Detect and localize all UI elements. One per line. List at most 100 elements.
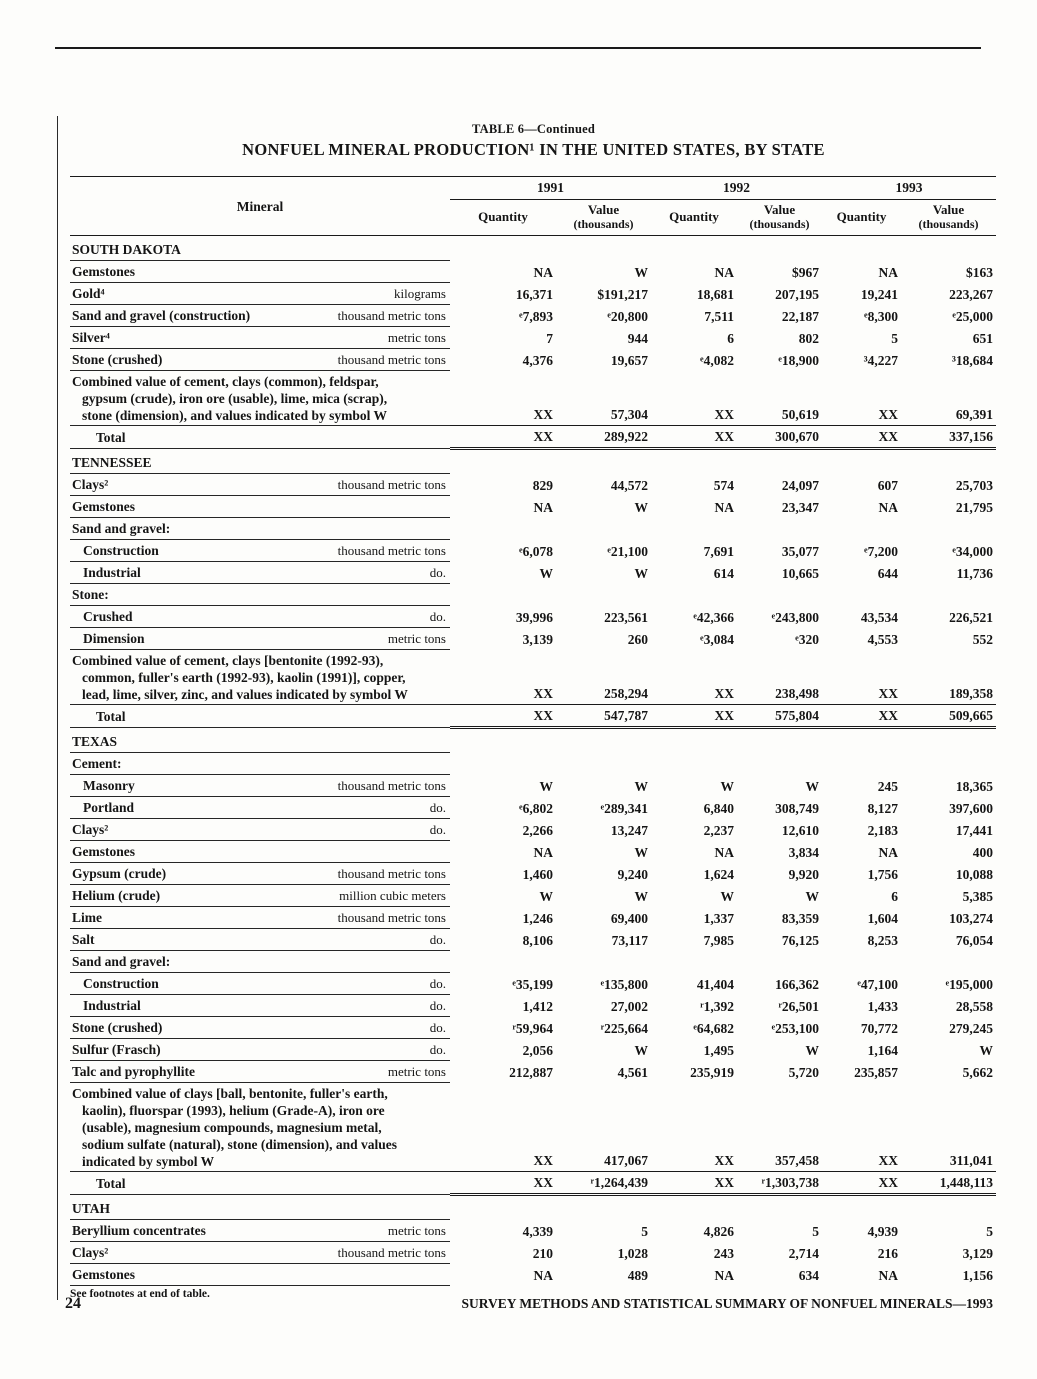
mineral-cell: Combined value of cement, clays [bentoni… xyxy=(70,649,450,705)
combined-label-line: stone (dimension), and values indicated … xyxy=(82,408,388,423)
mineral-cell: Lime thousand metric tons xyxy=(70,906,450,929)
mineral-label: Helium (crude) xyxy=(72,888,161,903)
value-cell: 7 xyxy=(546,330,553,346)
table-row-data: Sand and gravel (construction) thousand m… xyxy=(70,304,996,327)
unit-label: thousand metric tons xyxy=(337,910,446,925)
mineral-cell: Combined value of cement, clays (common)… xyxy=(70,370,450,426)
value-cell: XX xyxy=(450,1171,556,1196)
value-cell: ʳ1,392 xyxy=(700,998,734,1014)
value-cell: 574 xyxy=(713,477,734,493)
combined-label-line: kaolin), fluorspar (1993), helium (Grade… xyxy=(82,1103,385,1118)
empty-cell xyxy=(901,518,996,540)
value-cell: XX xyxy=(651,1171,737,1196)
mineral-cell: Gemstones xyxy=(70,840,450,863)
mineral-label: Construction xyxy=(83,543,159,558)
value-cell: NA xyxy=(533,844,554,860)
mineral-cell: Cement: xyxy=(70,752,450,775)
value-cell: 289,922 xyxy=(556,425,651,450)
table-row-data: Clays² thousand metric tons 210 1,028 243 2,7… xyxy=(70,1241,996,1264)
value-cell: ᵉ3,084 xyxy=(700,631,734,647)
table-row-data: Lime thousand metric tons 1,246 69,400 1,337… xyxy=(70,906,996,929)
value-cell: 944 xyxy=(627,330,648,346)
value-cell: 44,572 xyxy=(610,477,648,493)
mineral-label: Industrial xyxy=(83,998,141,1013)
empty-cell xyxy=(901,753,996,775)
value-cell: 509,665 xyxy=(901,704,996,729)
value-cell: $163 xyxy=(966,264,993,280)
combined-label-line: common, fuller's earth (1992-93), kaolin… xyxy=(82,670,406,685)
empty-cell xyxy=(450,951,556,973)
empty-cell xyxy=(737,753,822,775)
value-cell: XX xyxy=(714,686,735,701)
empty-cell xyxy=(901,951,996,973)
empty-cell xyxy=(651,728,737,753)
table-row-data: Beryllium concentrates metric tons 4,339 5 4… xyxy=(70,1219,996,1242)
value-cell: ᵉ320 xyxy=(795,631,819,647)
value-cell: ᵉ289,341 xyxy=(600,800,648,816)
mineral-label: Sulfur (Frasch) xyxy=(72,1042,161,1057)
value-cell: 5 xyxy=(986,1223,993,1239)
mineral-cell: Talc and pyrophyllite metric tons xyxy=(70,1060,450,1083)
value-cell: 7,511 xyxy=(704,308,734,324)
column-header-value-1991: Value (thousands) xyxy=(556,199,651,236)
unit-label: thousand metric tons xyxy=(337,778,446,793)
value-cell: ʳ1,303,738 xyxy=(737,1171,822,1196)
mineral-label: Beryllium concentrates xyxy=(72,1223,206,1238)
value-cell: W xyxy=(805,1042,820,1058)
value-cell: 27,002 xyxy=(610,998,648,1014)
value-cell: 337,156 xyxy=(901,425,996,450)
mineral-cell: Dimension metric tons xyxy=(70,627,450,650)
value-cell: ʳ225,664 xyxy=(600,1020,648,1036)
mineral-label: Silver⁴ xyxy=(72,330,110,345)
table-row-combined: Combined value of cement, clays [bentoni… xyxy=(70,649,996,705)
table-row-combined: Combined value of cement, clays (common)… xyxy=(70,370,996,426)
value-cell: 19,657 xyxy=(610,352,648,368)
table-row-data: Dimension metric tons 3,139 260 ᵉ3,084 ᵉ320 4,… xyxy=(70,627,996,650)
mineral-label: Dimension xyxy=(83,631,145,646)
value-cell: 245 xyxy=(877,778,898,794)
value-cell: 235,919 xyxy=(690,1064,734,1080)
mineral-cell: Industrial do. xyxy=(70,994,450,1017)
value-cell: 10,665 xyxy=(781,565,819,581)
value-cell: 50,619 xyxy=(781,407,819,422)
value-cell: 552 xyxy=(972,631,993,647)
value-cell: ᵉ35,199 xyxy=(512,976,553,992)
table-row-data: Crushed do. 39,996 223,561 ᵉ42,366 ᵉ243,800 43… xyxy=(70,605,996,628)
value-cell: 18,681 xyxy=(696,286,734,302)
mineral-label: SOUTH DAKOTA xyxy=(72,242,181,257)
value-cell: 22,187 xyxy=(781,308,819,324)
value-cell: 3,834 xyxy=(788,844,819,860)
mineral-label: Gemstones xyxy=(72,1267,135,1282)
mineral-cell: Sulfur (Frasch) do. xyxy=(70,1038,450,1061)
empty-cell xyxy=(450,236,556,261)
value-cell: 1,448,113 xyxy=(901,1171,996,1196)
mineral-cell: Total xyxy=(70,1171,450,1195)
value-cell: 43,534 xyxy=(860,609,898,625)
mineral-cell: Helium (crude) million cubic meters xyxy=(70,884,450,907)
combined-label-line: (usable), magnesium compounds, magnesium… xyxy=(82,1120,382,1135)
unit-label: kilograms xyxy=(394,286,446,301)
mineral-cell: Masonry thousand metric tons xyxy=(70,774,450,797)
value-cell: XX xyxy=(533,407,554,422)
empty-cell xyxy=(737,584,822,606)
table-row-section: TENNESSEE xyxy=(70,448,996,474)
value-cell: ᵉ18,900 xyxy=(778,352,819,368)
value-cell: 634 xyxy=(798,1267,819,1283)
value-cell: 17,441 xyxy=(955,822,993,838)
value-cell: XX xyxy=(450,425,556,450)
value-cell: 4,939 xyxy=(867,1223,898,1239)
mineral-label: Portland xyxy=(83,800,135,815)
value-cell: NA xyxy=(878,844,899,860)
value-cell: NA xyxy=(714,264,735,280)
value-cell: ᵉ7,893 xyxy=(519,308,553,324)
value-cell: 397,600 xyxy=(949,800,993,816)
value-cell: 35,077 xyxy=(781,543,819,559)
value-cell: ³18,684 xyxy=(951,352,993,368)
value-cell: XX xyxy=(450,704,556,729)
value-cell: XX xyxy=(878,1153,899,1168)
section-header: SOUTH DAKOTA xyxy=(70,235,450,261)
combined-label-line: Combined value of clays [ball, bentonite… xyxy=(72,1086,388,1101)
value-cell: NA xyxy=(533,264,554,280)
value-cell: 1,756 xyxy=(867,866,898,882)
value-cell: 308,749 xyxy=(775,800,819,816)
